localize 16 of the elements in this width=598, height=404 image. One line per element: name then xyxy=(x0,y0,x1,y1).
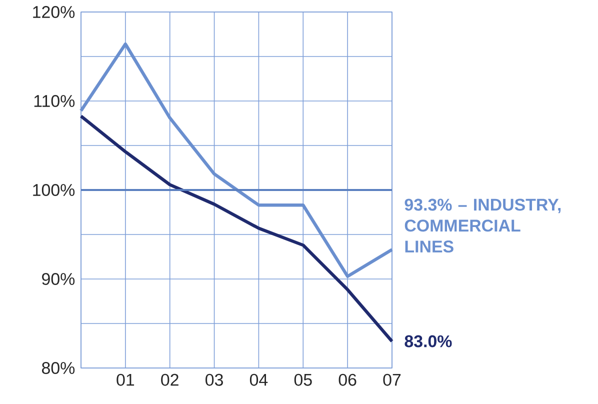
y-tick-label: 120% xyxy=(33,6,75,18)
x-tick-label: 01 xyxy=(116,374,134,386)
x-tick-label: 06 xyxy=(338,374,356,386)
x-tick-label: 02 xyxy=(161,374,178,386)
y-tick-label: 90% xyxy=(42,273,75,285)
x-tick-label: 04 xyxy=(250,374,268,386)
x-tick-label: 05 xyxy=(294,374,312,386)
x-tick-label: 07 xyxy=(383,374,401,386)
line-series xyxy=(79,42,394,278)
y-tick-label: 110% xyxy=(34,95,75,107)
line-series xyxy=(79,114,394,343)
series-label: 83.0% xyxy=(404,335,452,348)
y-tick-label: 100% xyxy=(33,184,75,196)
series-label: 93.3% – INDUSTRY, COMMERCIAL LINES xyxy=(404,198,561,253)
y-tick-label: 80% xyxy=(42,362,75,374)
x-tick-label: 03 xyxy=(206,374,223,386)
